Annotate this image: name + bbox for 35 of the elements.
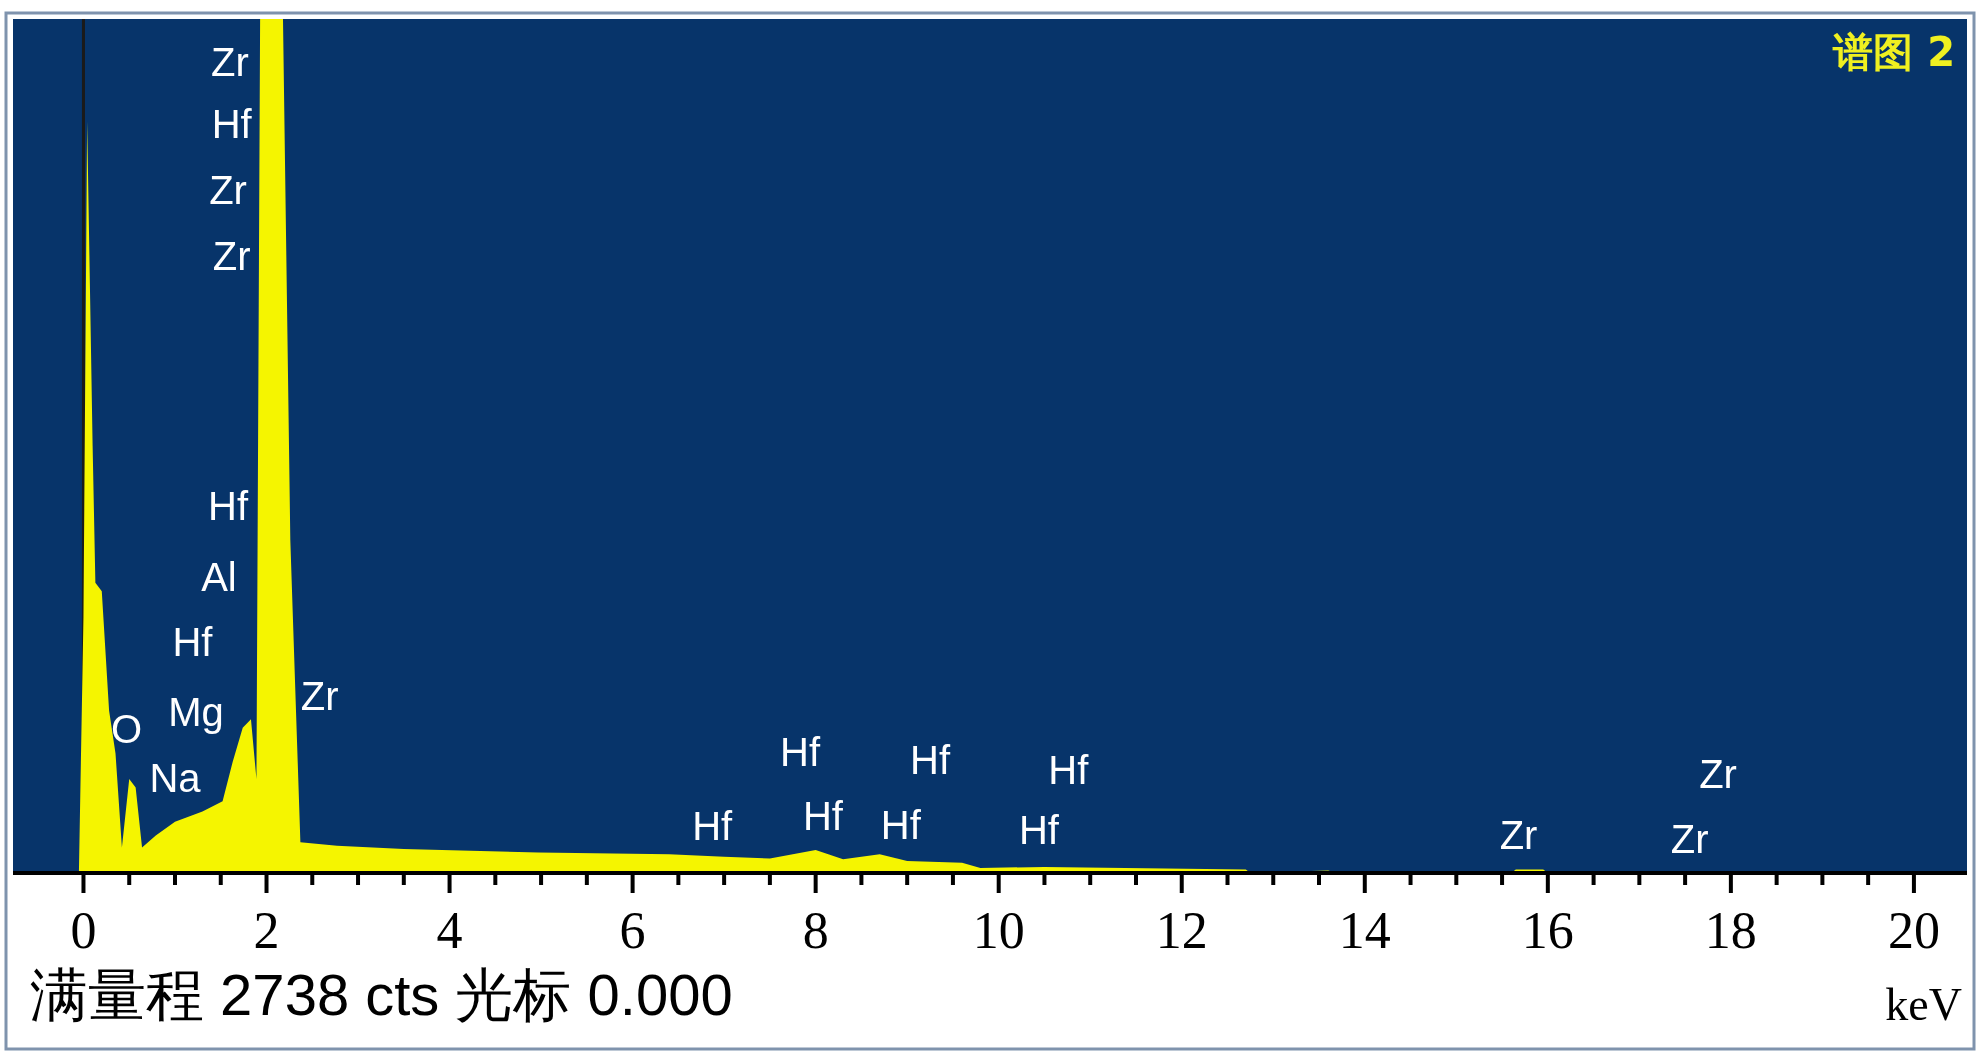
x-tick-label: 2 xyxy=(253,902,280,959)
annotation: Hf xyxy=(802,793,844,838)
annotation: Zr xyxy=(212,233,251,278)
annotation: Hf xyxy=(780,729,821,774)
annotation: Hf xyxy=(172,619,214,664)
annotation: Na xyxy=(149,756,202,801)
x-tick-label: 6 xyxy=(619,902,646,959)
annotation: Hf xyxy=(211,102,253,147)
x-tick-label: 4 xyxy=(436,902,463,959)
annotation: Zr xyxy=(300,674,339,719)
x-tick-label: 16 xyxy=(1521,902,1574,959)
x-tick-label: 14 xyxy=(1338,902,1391,959)
annotation: Hf xyxy=(208,483,249,528)
x-tick-label: 18 xyxy=(1704,902,1757,959)
annotation: Zr xyxy=(1699,751,1737,796)
annotation: Al xyxy=(201,554,237,599)
x-tick-label: 20 xyxy=(1887,902,1940,959)
x-axis-title: keV xyxy=(1885,979,1962,1030)
x-tick-label: 12 xyxy=(1155,902,1208,959)
annotation: Mg xyxy=(168,690,224,735)
text: 满量程 2738 cts 光标 0.000 xyxy=(30,962,733,1027)
annotation: Hf xyxy=(1048,747,1090,792)
annotation: Hf xyxy=(910,738,951,783)
x-tick-label: 8 xyxy=(802,902,829,959)
chart-title: 谱图 2 xyxy=(1832,29,1955,75)
annotation: Zr xyxy=(1670,816,1709,861)
annotation: Hf xyxy=(692,804,734,849)
annotation: Zr xyxy=(209,167,247,212)
x-tick-label: 10 xyxy=(972,902,1025,959)
annotation: Hf xyxy=(880,803,922,848)
annotation: O xyxy=(110,706,143,751)
annotation: Hf xyxy=(1018,808,1060,853)
annotation: Zr xyxy=(211,39,249,84)
annotation: Zr xyxy=(1499,813,1538,858)
x-tick-label: 0 xyxy=(70,902,97,959)
